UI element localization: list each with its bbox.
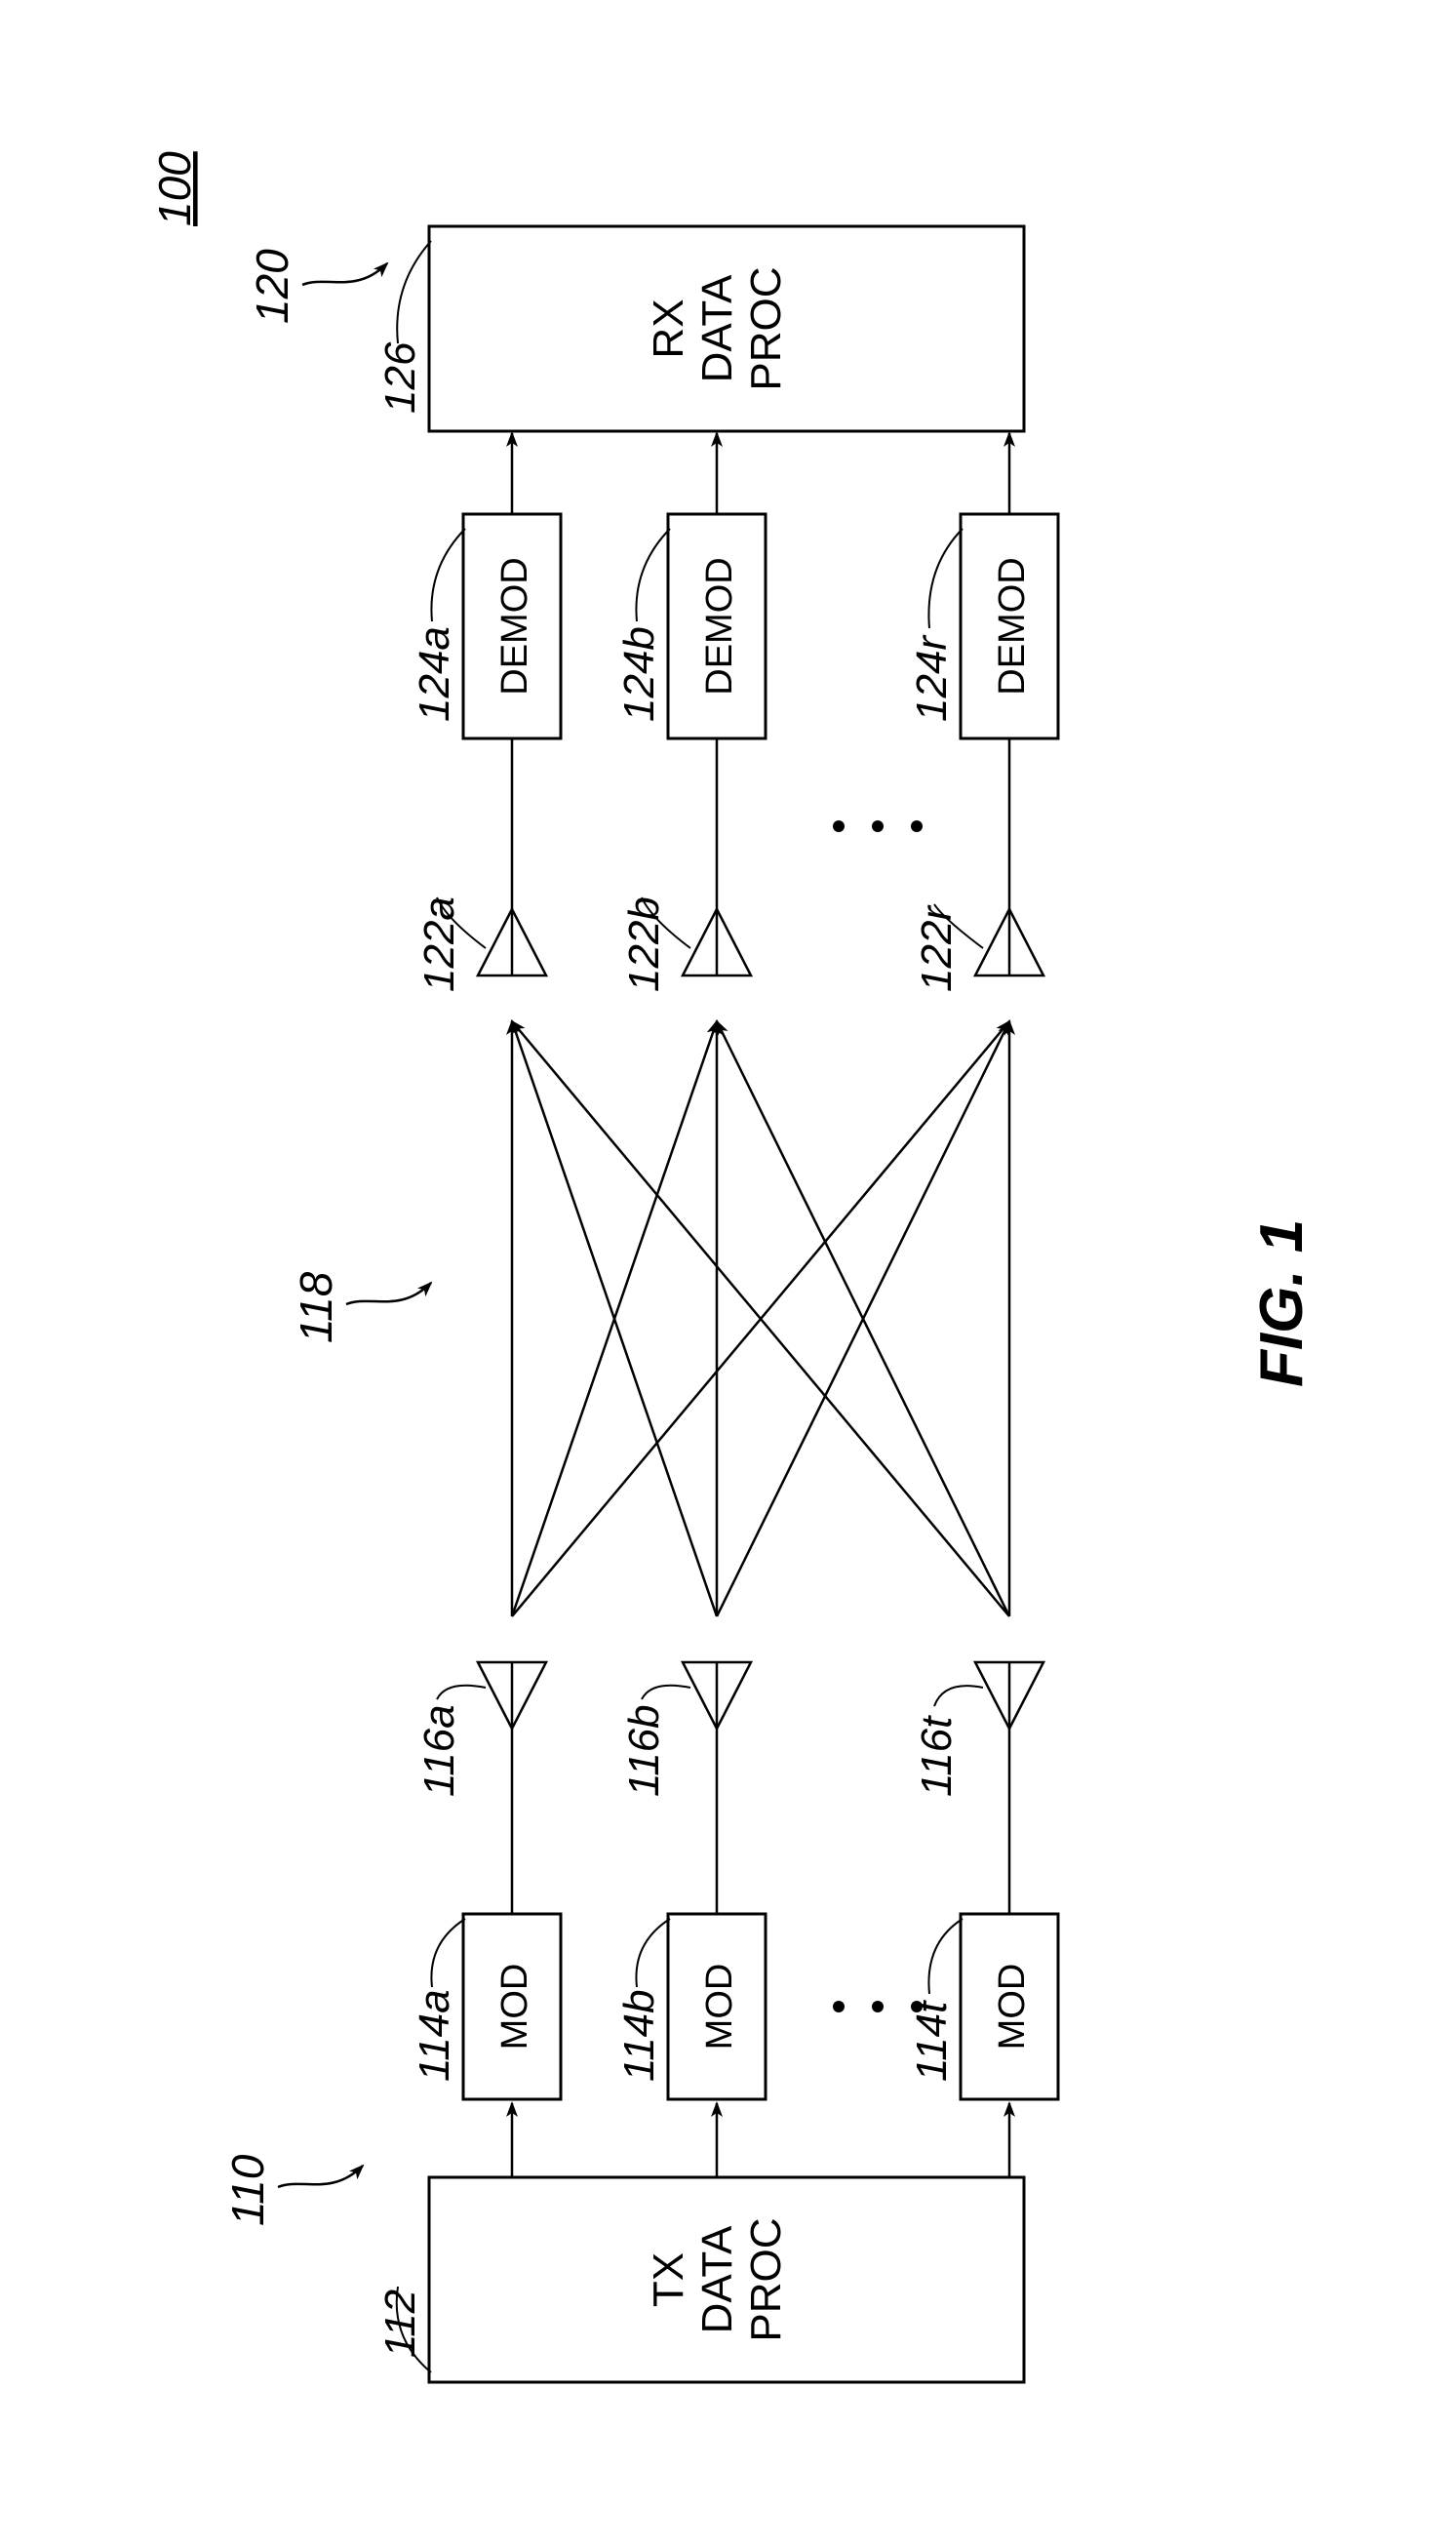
- svg-text:PROC: PROC: [742, 266, 790, 390]
- svg-text:122b: 122b: [620, 896, 668, 992]
- svg-text:122r: 122r: [913, 904, 961, 992]
- svg-text:TX: TX: [645, 2252, 692, 2307]
- svg-text:124a: 124a: [411, 626, 458, 722]
- svg-text:DATA: DATA: [693, 274, 741, 382]
- svg-text:RX: RX: [645, 299, 692, 358]
- diagram-canvas: 100 110 118 120 TX DATA PROC 112 MOD 114…: [20, 20, 1456, 2528]
- svg-text:116a: 116a: [415, 1704, 463, 1797]
- svg-text:MOD: MOD: [494, 1964, 535, 2050]
- svg-text:100: 100: [149, 151, 200, 226]
- svg-text:DEMOD: DEMOD: [494, 557, 535, 695]
- svg-text:114b: 114b: [615, 1989, 663, 2082]
- svg-text:112: 112: [376, 2289, 424, 2358]
- svg-text:PROC: PROC: [742, 2217, 790, 2341]
- svg-text:116b: 116b: [620, 1704, 668, 1797]
- svg-text:124b: 124b: [615, 626, 663, 722]
- svg-text:DEMOD: DEMOD: [992, 557, 1033, 695]
- svg-text:DEMOD: DEMOD: [699, 557, 740, 695]
- svg-text:124r: 124r: [908, 634, 956, 722]
- svg-text:DATA: DATA: [693, 2225, 741, 2333]
- svg-text:110: 110: [222, 2154, 273, 2226]
- svg-text:FIG. 1: FIG. 1: [1248, 1219, 1316, 1387]
- svg-text:118: 118: [291, 1271, 341, 1343]
- svg-text:120: 120: [247, 249, 297, 324]
- diagram-lines: 100 110 118 120 TX DATA PROC 112 MOD 114…: [20, 20, 1456, 2528]
- svg-text:MOD: MOD: [992, 1964, 1033, 2050]
- svg-text:MOD: MOD: [699, 1964, 740, 2050]
- svg-text:122a: 122a: [415, 896, 463, 992]
- svg-text:116t: 116t: [913, 1715, 961, 1797]
- svg-text:114t: 114t: [908, 2000, 956, 2082]
- svg-text:114a: 114a: [411, 1989, 458, 2082]
- svg-text:126: 126: [376, 341, 424, 414]
